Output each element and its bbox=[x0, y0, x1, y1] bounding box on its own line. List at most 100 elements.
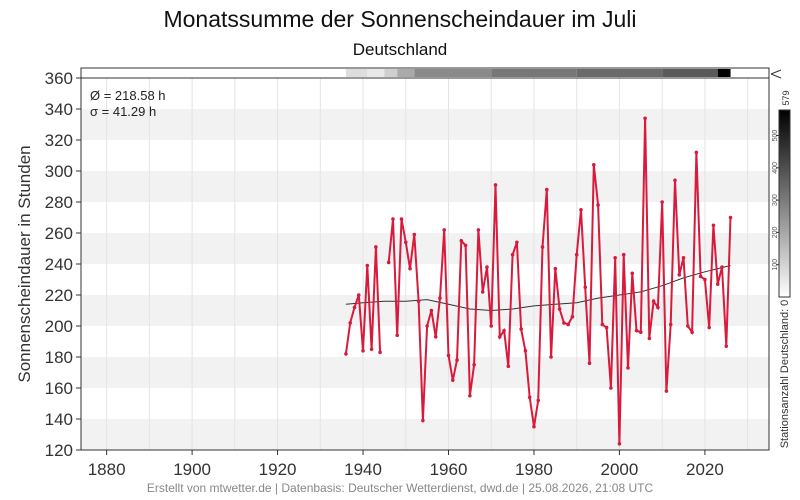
data-point bbox=[412, 232, 417, 237]
y-tick-label: 120 bbox=[45, 441, 73, 460]
data-point bbox=[694, 150, 699, 155]
data-point bbox=[574, 252, 579, 257]
station-strip-segment bbox=[384, 69, 398, 77]
y-tick-label: 340 bbox=[45, 100, 73, 119]
data-point bbox=[634, 328, 639, 333]
data-point bbox=[540, 245, 545, 249]
station-strip-segment bbox=[367, 69, 385, 77]
data-point bbox=[408, 266, 412, 271]
station-strip-segment bbox=[414, 69, 492, 77]
y-tick-label: 140 bbox=[45, 410, 73, 429]
data-point bbox=[485, 265, 489, 269]
data-point bbox=[532, 424, 536, 429]
x-tick-label: 1940 bbox=[344, 460, 382, 479]
data-point bbox=[643, 116, 647, 121]
data-point bbox=[596, 203, 600, 207]
data-point bbox=[698, 274, 703, 279]
data-point bbox=[378, 350, 382, 355]
data-point bbox=[459, 238, 464, 243]
station-strip-fill bbox=[345, 69, 731, 77]
data-point bbox=[621, 252, 626, 257]
data-point bbox=[489, 324, 494, 328]
data-point bbox=[600, 322, 605, 327]
station-colorbar bbox=[778, 109, 791, 298]
series-line-group bbox=[344, 118, 732, 444]
y-tick-label: 260 bbox=[45, 224, 73, 243]
data-point bbox=[664, 389, 669, 393]
y-axis-label: Sonnenscheindauer in Stunden bbox=[15, 145, 34, 382]
data-point bbox=[344, 352, 348, 356]
chart-subtitle: Deutschland bbox=[352, 40, 448, 59]
station-strip-segment bbox=[491, 69, 577, 77]
data-point bbox=[463, 243, 468, 248]
station-strip-segment bbox=[397, 69, 415, 77]
x-tick-label: 1960 bbox=[430, 460, 468, 479]
stat-sd: σ = 41.29 h bbox=[90, 104, 156, 119]
y-tick-label: 300 bbox=[45, 162, 73, 181]
data-point bbox=[425, 324, 429, 328]
data-point bbox=[583, 285, 588, 290]
data-point bbox=[626, 366, 630, 370]
series-line bbox=[387, 118, 732, 444]
station-strip-segment bbox=[662, 69, 718, 77]
data-point bbox=[450, 378, 455, 383]
data-point bbox=[617, 442, 622, 446]
x-tick-label: 1900 bbox=[173, 460, 211, 479]
data-point bbox=[438, 296, 442, 300]
y-tick-label: 160 bbox=[45, 379, 73, 398]
data-point bbox=[493, 183, 498, 187]
data-point bbox=[403, 240, 408, 245]
x-axis-ticks: 1880 1900 1920 1940 1960 1980 2000 2020 bbox=[88, 450, 724, 479]
data-point bbox=[527, 395, 532, 400]
data-point bbox=[515, 240, 519, 245]
y-tick-label: 220 bbox=[45, 286, 73, 305]
data-point bbox=[715, 282, 720, 286]
data-point bbox=[497, 335, 502, 339]
data-point bbox=[502, 328, 506, 333]
y-tick-label: 280 bbox=[45, 193, 73, 212]
data-point bbox=[544, 187, 549, 192]
background-bands bbox=[81, 109, 769, 450]
data-point bbox=[660, 200, 664, 204]
data-point bbox=[647, 336, 652, 341]
vertical-gridlines bbox=[106, 78, 749, 450]
station-arrow-icon bbox=[770, 69, 782, 79]
data-point bbox=[468, 393, 472, 398]
data-point bbox=[690, 330, 694, 335]
data-point bbox=[348, 321, 353, 325]
data-point bbox=[566, 322, 570, 327]
y-tick-label: 180 bbox=[45, 348, 73, 367]
data-point bbox=[386, 260, 391, 265]
x-tick-label: 1980 bbox=[515, 460, 553, 479]
x-tick-label: 2020 bbox=[686, 460, 724, 479]
data-point bbox=[506, 364, 511, 369]
data-point bbox=[703, 277, 707, 282]
data-point bbox=[455, 358, 459, 362]
footer-credits: Erstellt von mtwetter.de | Datenbasis: D… bbox=[146, 481, 654, 495]
data-point bbox=[668, 322, 673, 327]
data-point bbox=[591, 163, 596, 167]
x-tick-label: 1920 bbox=[259, 460, 297, 479]
chart-title: Monatssumme der Sonnenscheindauer im Jul… bbox=[163, 6, 637, 32]
y-tick-label: 320 bbox=[45, 131, 73, 150]
grid-band bbox=[81, 109, 769, 140]
data-point bbox=[630, 271, 635, 276]
data-point bbox=[480, 290, 485, 294]
data-point bbox=[724, 344, 729, 348]
colorbar-label: Stationsanzahl Deutschland: 0 bbox=[779, 300, 791, 449]
data-point bbox=[446, 353, 451, 358]
data-point bbox=[553, 266, 558, 271]
data-point bbox=[399, 217, 404, 221]
data-point bbox=[570, 314, 575, 319]
grid-band bbox=[81, 233, 769, 264]
data-point bbox=[365, 263, 370, 268]
y-tick-label: 240 bbox=[45, 255, 73, 274]
y-tick-label: 200 bbox=[45, 317, 73, 336]
data-point bbox=[519, 327, 523, 331]
data-point bbox=[416, 299, 421, 304]
data-point bbox=[536, 398, 541, 403]
data-point bbox=[352, 305, 357, 310]
data-point bbox=[604, 325, 609, 330]
data-point bbox=[720, 265, 724, 269]
stat-mean: Ø = 218.58 h bbox=[90, 88, 166, 103]
